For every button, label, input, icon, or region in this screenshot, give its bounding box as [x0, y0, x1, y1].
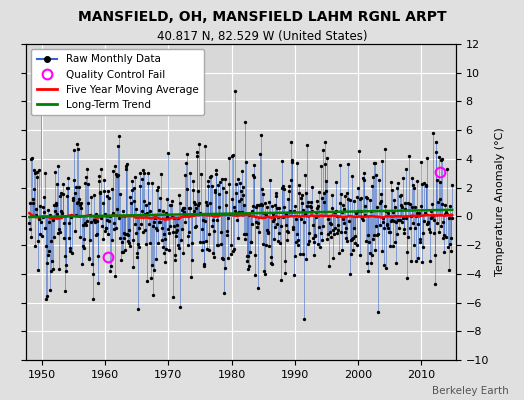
Text: Berkeley Earth: Berkeley Earth: [432, 386, 508, 396]
Text: MANSFIELD, OH, MANSFIELD LAHM RGNL ARPT: MANSFIELD, OH, MANSFIELD LAHM RGNL ARPT: [78, 10, 446, 24]
Text: 40.817 N, 82.529 W (United States): 40.817 N, 82.529 W (United States): [157, 30, 367, 43]
Legend: Raw Monthly Data, Quality Control Fail, Five Year Moving Average, Long-Term Tren: Raw Monthly Data, Quality Control Fail, …: [31, 49, 204, 115]
Y-axis label: Temperature Anomaly (°C): Temperature Anomaly (°C): [495, 128, 505, 276]
